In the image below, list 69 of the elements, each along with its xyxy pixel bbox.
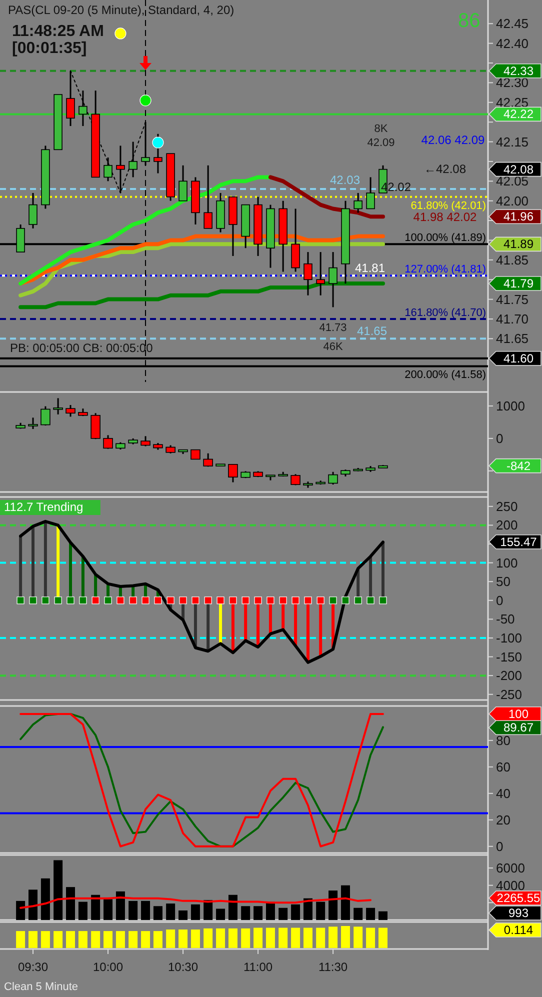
value-tag: 993	[488, 906, 542, 920]
y-tick-label: -200	[496, 668, 522, 684]
y-tick-label: 4000	[496, 878, 525, 893]
y-tick-label: 0	[496, 592, 504, 608]
value-tag: 41.89	[488, 236, 542, 252]
x-tick-label: 11:00	[243, 960, 273, 974]
value-tag: 100	[488, 706, 542, 722]
value-tag: 89.67	[488, 720, 542, 735]
annotation: 8K	[374, 123, 388, 135]
text: Clean 5 Minute	[4, 981, 78, 993]
y-tick-label: 20	[496, 812, 510, 828]
annotation: 41.81	[354, 261, 386, 275]
ref-line-label: 100.00% (41.89)	[404, 232, 486, 244]
value-tag: 41.96	[488, 209, 542, 224]
annotation: 42.09	[367, 137, 395, 149]
x-tick-label: 10:30	[168, 960, 198, 974]
value-tag: -842	[488, 458, 542, 474]
y-tick-label: 0	[496, 430, 504, 446]
y-tick-label: -150	[496, 649, 522, 664]
chart-title: PAS(CL 09-20 (5 Minute), Standard, 4, 20)	[8, 3, 234, 17]
y-tick-label: 42.45	[496, 16, 529, 32]
value-tag: 41.79	[488, 276, 542, 291]
annotation: 41.73	[319, 322, 347, 334]
value-tag: 2265.55	[488, 890, 542, 906]
value-tag: 0.114	[488, 922, 542, 938]
y-tick-label: 250	[496, 498, 518, 514]
y-tick-label: 100	[496, 555, 518, 570]
ref-line-label: 127.00% (41.81)	[404, 264, 486, 276]
y-tick-label: 40	[496, 786, 510, 801]
ref-line-label: 161.80% (41.70)	[404, 306, 486, 319]
y-tick-label: 6000	[496, 860, 525, 876]
y-tick-label: 80	[496, 732, 510, 748]
annotation: PB: 00:05:00 CB: 00:05:00	[10, 341, 154, 355]
annotation: 112.7 Trending	[4, 500, 84, 514]
y-tick-label: 42.40	[496, 36, 529, 51]
y-tick-label: 41.85	[496, 252, 529, 268]
value-tag: 42.08	[488, 162, 542, 177]
y-tick-label: 200	[496, 518, 518, 533]
value-tag: 42.22	[488, 106, 542, 122]
y-tick-label: 0	[496, 838, 504, 854]
status-tag: 112.7 Trending	[0, 500, 100, 515]
y-tick-label: 50	[496, 574, 510, 590]
x-tick-label: 11:30	[318, 960, 348, 974]
y-tick-label: 41.75	[496, 292, 529, 307]
y-tick-label: 41.65	[496, 331, 529, 346]
annotation: 42.03	[330, 173, 360, 187]
annotation: 86	[458, 10, 480, 32]
annotation: [00:01:35]	[12, 40, 87, 57]
annotation: 46K	[323, 341, 344, 353]
y-tick-label: -100	[496, 630, 522, 646]
y-tick-label: 42.15	[496, 134, 529, 150]
y-tick-label: -250	[496, 686, 522, 702]
ref-line-label: 61.80% (42.01)	[410, 200, 486, 212]
value-tag: 155.47	[488, 534, 542, 550]
value-tag: 41.60	[488, 351, 542, 366]
y-tick-label: 60	[496, 759, 510, 774]
annotation: 11:48:25 AM	[12, 23, 104, 40]
y-tick-label: -50	[496, 612, 515, 627]
annotation: 41.65	[356, 324, 388, 338]
ref-line-label: 200.00% (41.58)	[404, 369, 486, 382]
x-tick-label: 10:00	[92, 960, 124, 974]
value-tag: 42.33	[488, 64, 542, 78]
annotation: 42.06 42.09	[421, 133, 486, 147]
x-tick-label: 09:30	[18, 960, 48, 974]
annotation: ←42.08	[424, 162, 466, 176]
annotation: 41.98 42.02	[413, 210, 478, 224]
y-tick-label: 42.00	[496, 193, 529, 208]
y-tick-label: 1000	[496, 398, 525, 414]
y-tick-label: 41.70	[496, 311, 529, 326]
